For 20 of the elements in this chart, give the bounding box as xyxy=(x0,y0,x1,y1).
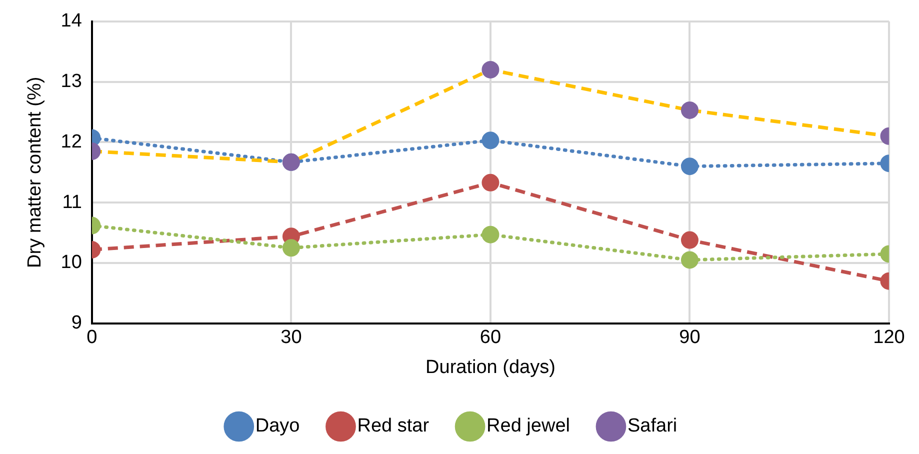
y-tick-label: 12 xyxy=(60,131,82,152)
y-tick-label: 14 xyxy=(60,10,82,32)
point xyxy=(482,174,500,192)
x-tick-label: 90 xyxy=(679,327,700,348)
x-tick-label: 0 xyxy=(86,327,98,348)
legend-label: Red jewel xyxy=(486,416,570,437)
y-tick-label: 13 xyxy=(60,71,82,92)
legend-label: Dayo xyxy=(255,416,300,437)
x-tick-label: 30 xyxy=(280,327,302,348)
legend-label: Red star xyxy=(357,416,430,437)
y-tick-label: 9 xyxy=(71,312,82,334)
point xyxy=(482,226,500,244)
x-tick-label: 120 xyxy=(873,327,905,348)
x-axis-title: Duration (days) xyxy=(426,356,556,378)
x-tick-label: 60 xyxy=(480,327,502,348)
point xyxy=(482,60,500,78)
y-tick-label: 11 xyxy=(62,192,82,213)
y-axis-title: Dry matter content (%) xyxy=(24,76,46,268)
y-tick-label: 10 xyxy=(60,252,82,274)
legend-label: Safari xyxy=(627,416,678,437)
